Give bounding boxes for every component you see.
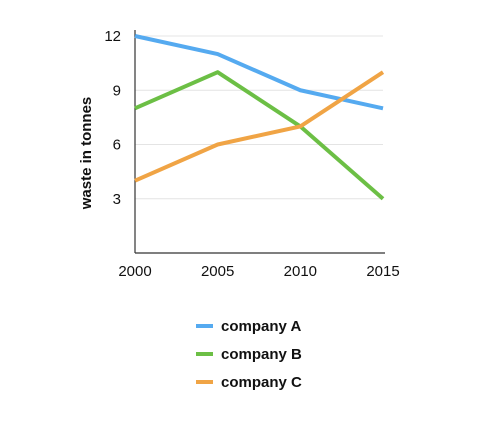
legend: company A company B company C [196,318,302,391]
x-tick-label: 2010 [284,263,317,280]
tick-labels: 3 6 9 12 2000 2005 2010 2015 [104,28,399,280]
y-tick-label: 9 [113,82,121,99]
x-tick-label: 2005 [201,263,234,280]
legend-label: company A [221,318,301,335]
x-tick-label: 2000 [118,263,151,280]
axes [134,30,385,254]
series-lines [134,34,385,201]
series-line [134,70,385,183]
y-tick-label: 12 [104,28,121,45]
legend-label: company B [221,346,302,363]
series-line [134,70,385,201]
gridlines [135,35,383,200]
y-axis-label: waste in tonnes [78,97,95,211]
legend-label: company C [221,374,302,391]
y-tick-label: 3 [113,191,121,208]
y-tick-label: 6 [113,137,121,154]
x-tick-label: 2015 [366,263,399,280]
